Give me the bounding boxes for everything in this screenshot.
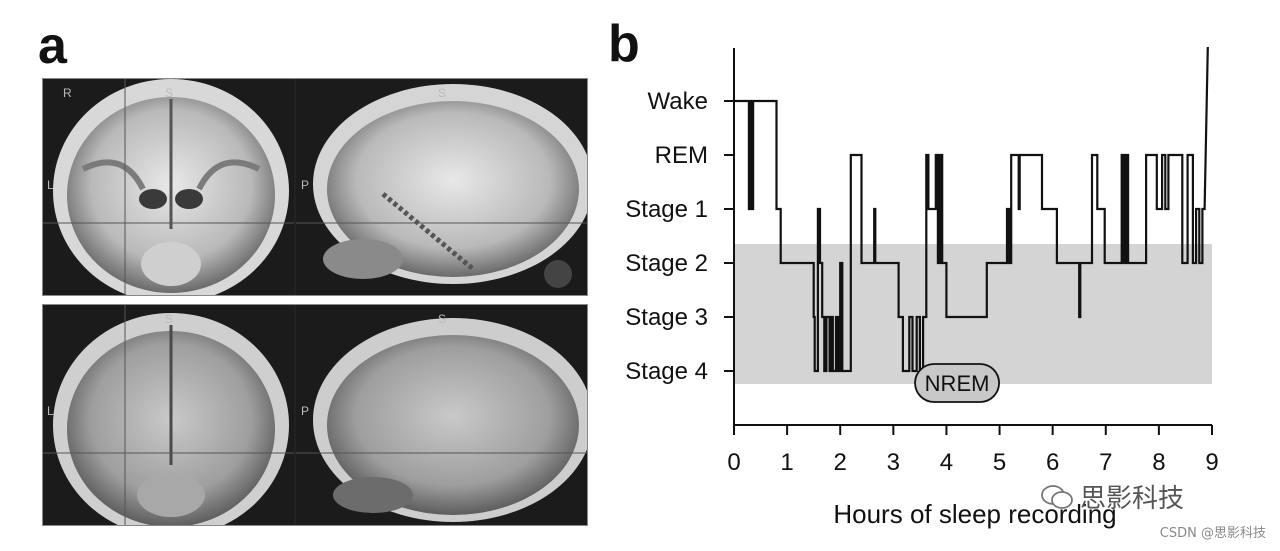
mri-letter: S [438,86,446,100]
watermark-text: 思影科技 [1080,484,1185,514]
mri-letter: L [47,178,54,192]
x-tick-label: 2 [834,449,847,476]
y-tick-label: Stage 2 [625,250,708,277]
nrem-badge-box [914,363,1000,403]
nrem-shaded-region [734,244,1212,384]
mri-letter: P [301,178,309,192]
y-tick-label: Stage 4 [625,358,708,385]
mri-image-top: R S L S P [42,78,588,296]
x-tick-label: 1 [780,449,793,476]
mri-letter: S [165,86,173,100]
hypnogram-series-line [734,46,1209,373]
mri-letter: S [165,312,173,326]
mri-letter: P [301,404,309,418]
x-tick-label: 8 [1152,449,1165,476]
mri-letter: S [438,312,446,326]
y-tick-label: Stage 1 [625,196,708,223]
hypnogram-chart: Wake REM Stage 1 Stage 2 Stage 3 Stage 4 0 1 2 3… [625,46,1219,529]
x-tick-label: 6 [1046,449,1059,476]
y-tick-label: Stage 3 [625,304,708,331]
nrem-label: NREM [914,363,1000,403]
y-tick-label: Wake [648,88,708,115]
x-tick-label: 0 [727,449,740,476]
x-tick-label: 7 [1099,449,1112,476]
mri-image-bottom: S L S P [42,304,588,526]
watermark: 思影科技 [1040,478,1184,515]
y-tick-label: REM [655,142,708,169]
nrem-badge-text: NREM [925,371,990,396]
x-axis: 0 1 2 3 4 5 6 7 8 9 [727,424,1219,476]
mri-letter: R [63,86,72,100]
x-tick-label: 5 [993,449,1006,476]
x-tick-label: 3 [887,449,900,476]
panel-a-label: a [38,17,67,75]
y-axis: Wake REM Stage 1 Stage 2 Stage 3 Stage 4 [625,48,735,425]
x-tick-label: 9 [1205,449,1218,476]
wechat-icon [1041,484,1073,509]
panel-b-label: b [608,15,640,73]
mri-letter: L [47,404,54,418]
footer-credit: CSDN @思影科技 [1159,526,1266,541]
x-tick-label: 4 [940,449,953,476]
